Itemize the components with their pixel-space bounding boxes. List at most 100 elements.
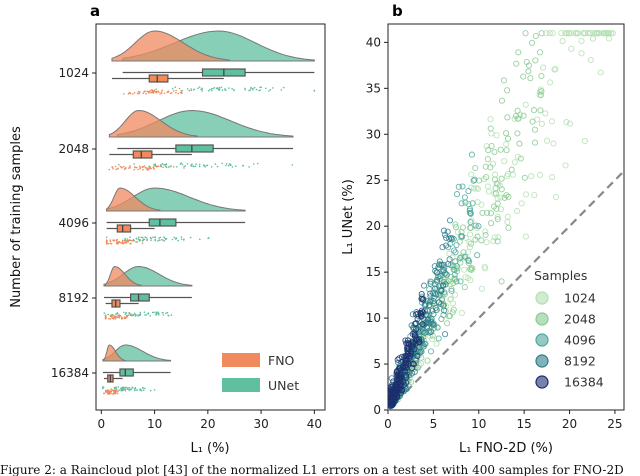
rain-dot-unet-16384 (118, 389, 120, 391)
scatter-point-1024 (597, 69, 604, 76)
rain-dot-unet-8192 (124, 313, 127, 316)
rain-dot-fno-2048 (156, 165, 158, 168)
rain-dot-unet-2048 (229, 164, 232, 166)
raincloud-yticks: 1024 2048 4096 8192 16384 (51, 66, 96, 380)
cloud-fno-8192 (105, 265, 142, 287)
rain-dot-unet-8192 (167, 314, 169, 317)
scatter-point-2048 (494, 200, 501, 207)
rain-dot-fno-2048 (129, 167, 131, 169)
scatter-point-2048 (444, 320, 451, 327)
rain-dot-fno-4096 (109, 242, 112, 245)
scatter-point-2048 (528, 39, 536, 46)
rain-dot-unet-1024 (220, 86, 223, 88)
rain-dot-unet-1024 (224, 89, 227, 91)
scatter-point-1024 (522, 191, 530, 198)
rain-dot-unet-8192 (139, 314, 141, 316)
scatter-point-2048 (508, 166, 515, 173)
rain-dot-unet-16384 (125, 387, 127, 389)
scatter-point-2048 (488, 220, 495, 227)
scatter-point-1024 (538, 120, 545, 127)
rain-dot-unet-2048 (190, 164, 192, 166)
scatter-point-2048 (467, 224, 474, 232)
scatter-point-16384 (418, 290, 425, 298)
rain-dot-unet-16384 (123, 388, 125, 391)
box-fno-4096 (116, 224, 132, 233)
rain-dot-unet-1024 (211, 89, 213, 92)
rain-dot-fno-16384 (116, 392, 119, 395)
xtick-label-0: 0 (98, 417, 106, 431)
rain-dot-fno-2048 (128, 167, 130, 169)
scatter-point-8192 (441, 307, 448, 314)
scatter-point-8192 (433, 269, 440, 276)
rain-dot-unet-1024 (255, 88, 258, 91)
scatter-point-1024 (433, 340, 440, 347)
rain-dot-unet-4096 (158, 237, 160, 239)
scatter-point-16384 (414, 353, 421, 360)
scatter-point-4096 (453, 278, 460, 285)
scatter-point-1024 (468, 171, 475, 178)
rain-dot-unet-2048 (167, 166, 170, 168)
rain-dot-fno-8192 (104, 314, 107, 316)
scatter-point-1024 (549, 30, 556, 37)
scatter-point-16384 (409, 330, 416, 338)
rain-dot-unet-1024 (190, 88, 192, 90)
rain-dot-unet-8192 (145, 314, 148, 316)
scatter-point-16384 (390, 391, 398, 399)
scatter-point-4096 (457, 254, 464, 261)
scatter-point-4096 (451, 271, 458, 278)
scatter-point-2048 (424, 357, 431, 364)
scatter-point-8192 (433, 291, 440, 298)
scatter-point-8192 (442, 331, 449, 338)
scatter-point-2048 (467, 240, 474, 247)
rain-dot-fno-1024 (123, 93, 125, 95)
scatter-point-1024 (591, 30, 598, 37)
rain-dot-unet-16384 (140, 388, 142, 391)
scatter-point-2048 (498, 97, 506, 104)
raincloud-xticks: 0 10 20 30 40 (98, 410, 322, 431)
scatter-point-1024 (467, 277, 474, 284)
rain-dot-unet-16384 (133, 388, 136, 390)
panel-a-label: a (90, 2, 100, 20)
scatter-point-1024 (550, 140, 557, 147)
scatter-point-1024 (474, 199, 481, 206)
rain-dot-fno-1024 (175, 91, 177, 94)
rain-dot-unet-1024 (313, 89, 316, 92)
xtick-label-20: 20 (200, 417, 215, 431)
scatter-point-1024 (605, 35, 613, 42)
rain-dot-fno-1024 (146, 90, 148, 93)
rain-dot-fno-1024 (153, 89, 156, 92)
rain-dot-unet-4096 (175, 237, 177, 239)
scatter-point-2048 (504, 135, 512, 142)
rain-dot-unet-8192 (119, 315, 121, 317)
rain-dot-fno-1024 (133, 92, 136, 94)
box-fno-2048 (132, 150, 153, 159)
scatter-point-16384 (403, 359, 410, 366)
scatter-point-1024 (462, 274, 469, 281)
rain-dot-unet-2048 (153, 164, 155, 166)
scatter-point-16384 (402, 368, 409, 375)
scatter-ytick-label-20: 20 (366, 219, 381, 233)
rain-dot-unet-2048 (164, 165, 167, 168)
rain-dot-unet-8192 (134, 315, 137, 317)
rain-dot-unet-4096 (146, 238, 148, 241)
rain-dot-fno-16384 (114, 393, 116, 395)
raincloud-axes-frame (95, 23, 326, 411)
rain-dot-unet-4096 (171, 238, 174, 241)
scatter-point-4096 (453, 263, 460, 270)
scatter-point-2048 (527, 75, 534, 82)
rain-dot-unet-1024 (268, 90, 270, 92)
scatter-point-16384 (396, 386, 403, 393)
scatter-ytick-label-10: 10 (366, 311, 381, 325)
rain-dot-unet-1024 (213, 87, 216, 89)
scatter-point-1024 (471, 185, 478, 192)
scatter-point-1024 (466, 244, 473, 251)
rain-dot-fno-1024 (148, 92, 150, 94)
rain-dot-unet-1024 (207, 89, 210, 92)
rain-dot-unet-4096 (207, 237, 209, 240)
box-unet-2048 (175, 144, 214, 153)
scatter-point-8192 (426, 301, 433, 309)
rain-dot-unet-1024 (244, 87, 246, 90)
rain-dot-fno-2048 (114, 165, 117, 168)
rain-dot-unet-16384 (128, 389, 130, 392)
rain-dot-unet-8192 (123, 311, 125, 314)
